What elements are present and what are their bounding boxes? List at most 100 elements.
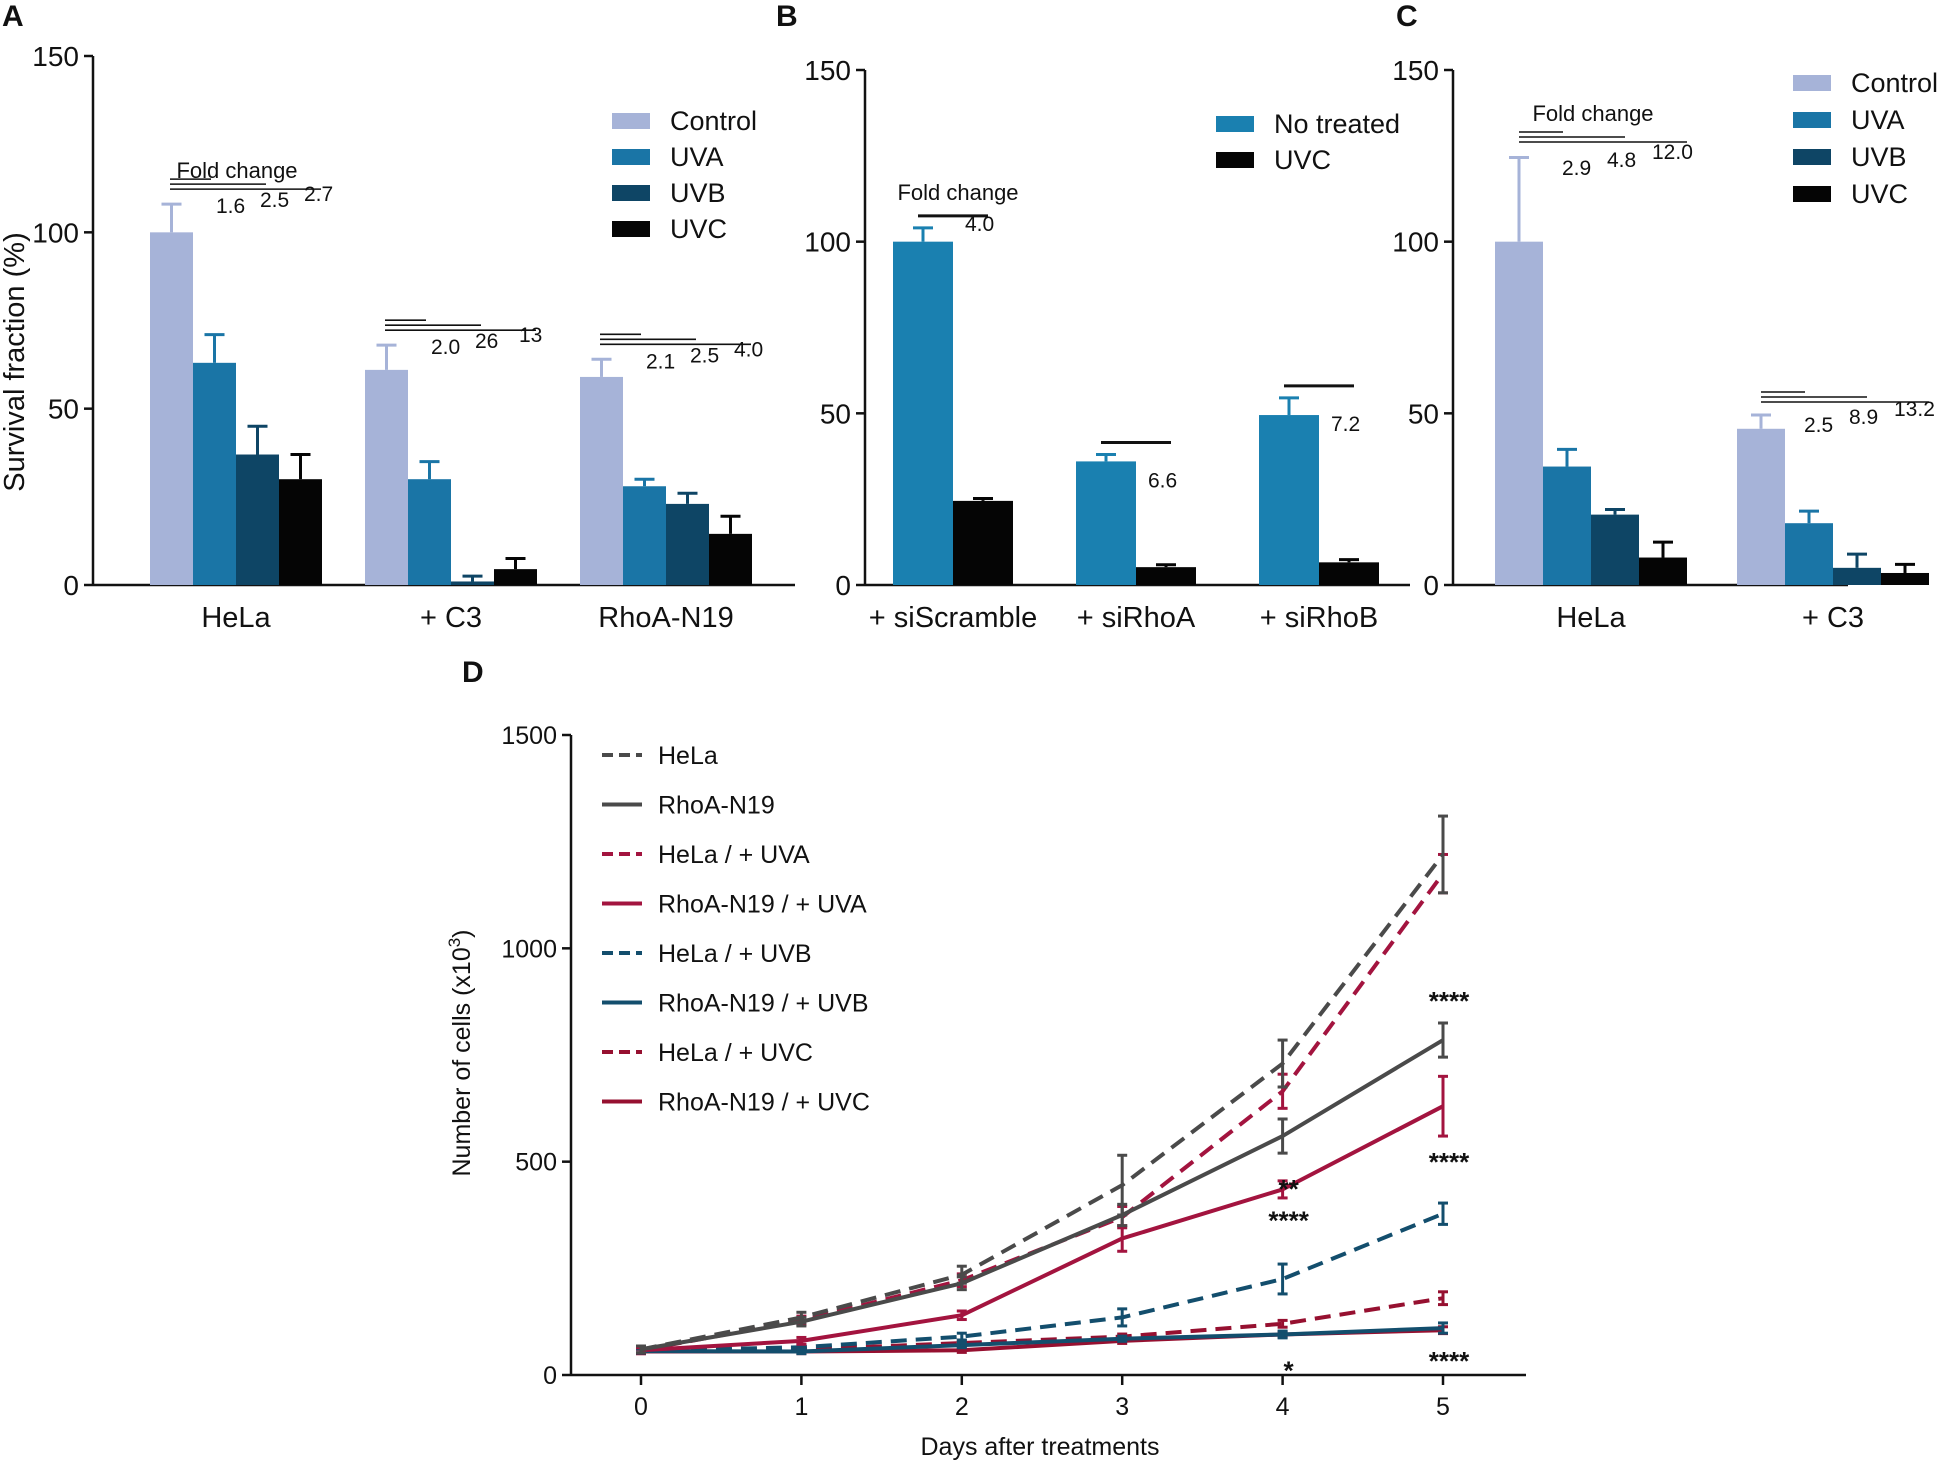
panel-a-bar [451, 581, 494, 585]
panel-a-legend-label: Control [670, 106, 757, 136]
panel-c-fold-value: 13.2 [1894, 398, 1935, 421]
panel-b-bar [1076, 461, 1136, 585]
panel-a-legend-swatch [612, 221, 650, 237]
panel-c-legend-swatch [1793, 75, 1831, 91]
panel-d-legend-label: HeLa / + UVA [658, 841, 810, 869]
panel-b-bar [893, 241, 953, 585]
panel-a-fold-value: 2.5 [690, 344, 719, 367]
panel-a-category-label: + C3 [420, 602, 482, 634]
panel-b-category-label: + siRhoB [1260, 602, 1378, 634]
panel-d-legend-label: RhoA-N19 / + UVB [658, 990, 869, 1018]
panel-a-y-tick-label: 50 [48, 394, 79, 425]
panel-d-series-line [640, 1211, 1444, 1353]
panel-a-legend-swatch [612, 149, 650, 165]
panel-c-legend-swatch [1793, 149, 1831, 165]
panel-c-fold-value: 2.5 [1804, 414, 1833, 437]
panel-d-significance-label: ** [1278, 1174, 1299, 1204]
panel-a-fold-value: 26 [475, 330, 498, 353]
panel-a-bar [236, 454, 279, 585]
panel-b-legend-swatch [1216, 152, 1254, 168]
panel-a-bar [623, 486, 666, 585]
panel-c-bar [1639, 557, 1687, 585]
panel-a-fold-value: 2.5 [260, 189, 289, 212]
panel-c-bar [1785, 523, 1833, 585]
panel-d-legend-label: RhoA-N19 / + UVA [658, 891, 867, 919]
panel-b-y-tick-label: 100 [804, 227, 851, 258]
panel-a-fold-value: 4.0 [734, 338, 763, 361]
panel-a-y-tick-label: 0 [63, 570, 79, 601]
panel-a-bar [580, 376, 623, 585]
panel-b-category-label: + siRhoA [1077, 602, 1196, 634]
panel-c-bar [1881, 572, 1929, 585]
panel-a-category-label: RhoA-N19 [598, 602, 733, 634]
panel-a-y-axis-label: Survival fraction (%) [0, 232, 31, 491]
panel-a-y-tick-label: 150 [32, 41, 79, 72]
panel-c-y-tick-label: 50 [1408, 398, 1439, 429]
panel-c-legend-swatch [1793, 112, 1831, 128]
panel-d-legend-label: HeLa / + UVB [658, 940, 812, 968]
panel-b-bar [953, 500, 1013, 585]
panel-c-fold-value: 8.9 [1849, 406, 1878, 429]
panel-d-legend-label: RhoA-N19 [658, 792, 775, 820]
panel-a-bar [666, 503, 709, 585]
panel-d-significance-label: **** [1268, 1205, 1309, 1235]
panel-d-x-axis-label: Days after treatments [921, 1433, 1160, 1461]
panel-a-bar [494, 569, 537, 585]
panel-letter-b: B [776, 0, 798, 33]
panel-a-fold-value: 2.1 [646, 350, 675, 373]
panel-d-x-tick-label: 5 [1436, 1393, 1450, 1421]
panel-d-significance-label: **** [1429, 1346, 1470, 1376]
panel-b-legend-label: UVC [1274, 145, 1331, 175]
panel-b-fold-change-title: Fold change [897, 180, 1018, 205]
panel-a-bar [365, 369, 408, 585]
panel-b-fold-value: 7.2 [1331, 413, 1360, 436]
panel-a-bar [150, 232, 193, 586]
panel-a-fold-value: 13 [519, 324, 542, 347]
panel-d-significance-label: * [1284, 1355, 1295, 1385]
panel-b-chart: 0 50 100 150 + siScramble + siRhoA + siRhoB No … [804, 55, 1410, 634]
panel-d-chart: Number of cells (x103) Days after treatm… [445, 722, 1526, 1461]
panel-b-bar [1319, 562, 1379, 585]
panel-d-x-tick-label: 4 [1276, 1393, 1290, 1421]
panel-c-bar [1543, 466, 1591, 585]
panel-a-bars: 0 50 100 150 HeLa + C3 RhoA-N19 Control UVA UVB UV… [32, 41, 795, 634]
panel-b-bars: 0 50 100 150 + siScramble + siRhoA + siRhoB No … [804, 55, 1410, 634]
panel-b-legend-swatch [1216, 116, 1254, 132]
panel-c-bar [1591, 514, 1639, 585]
panel-a-legend-label: UVC [670, 214, 727, 244]
panel-c-bar [1495, 241, 1543, 585]
panel-d-x-tick-label: 1 [794, 1393, 808, 1421]
panel-c-chart: 0 50 100 150 HeLa + C3 Control UVA UVB UVC Fold ch… [1392, 55, 1938, 634]
panel-b-y-tick-label: 150 [804, 55, 851, 86]
panel-letter-c: C [1396, 0, 1418, 33]
panel-c-legend-label: UVC [1851, 179, 1908, 209]
panel-c-legend-label: UVB [1851, 142, 1907, 172]
panel-d-x-tick-label: 3 [1115, 1393, 1129, 1421]
panel-d-legend-label: HeLa / + UVC [658, 1039, 813, 1067]
panel-a-legend-swatch [612, 185, 650, 201]
panel-b-y-tick-label: 0 [835, 570, 851, 601]
panel-a-fold-value: 1.6 [216, 195, 245, 218]
panel-letter-d: D [462, 656, 484, 689]
panel-d-significance-label: **** [1429, 986, 1470, 1016]
panel-b-fold-value: 4.0 [965, 213, 994, 236]
panel-b-bar [1259, 415, 1319, 585]
panel-a-fold-value: 2.0 [431, 336, 460, 359]
panel-d-y-tick-label: 1000 [501, 935, 557, 963]
panel-c-category-label: + C3 [1802, 602, 1864, 634]
panel-d-y-tick-label: 500 [515, 1149, 557, 1177]
panel-b-y-tick-label: 50 [820, 398, 851, 429]
panel-d-series-line [640, 1038, 1445, 1352]
panel-a-fold-value: 2.7 [304, 183, 333, 206]
panel-c-fold-value: 12.0 [1652, 141, 1693, 164]
panel-c-legend-label: UVA [1851, 105, 1905, 135]
panel-d-legend-label: HeLa [658, 742, 718, 770]
panel-a-category-label: HeLa [201, 602, 271, 634]
panel-d-y-tick-label: 0 [543, 1362, 557, 1390]
panel-a-legend-label: UVB [670, 178, 726, 208]
panel-d-y-axis-label: Number of cells (x103) [445, 929, 476, 1176]
panel-c-bar [1737, 428, 1785, 585]
panel-letter-a: A [2, 0, 24, 33]
